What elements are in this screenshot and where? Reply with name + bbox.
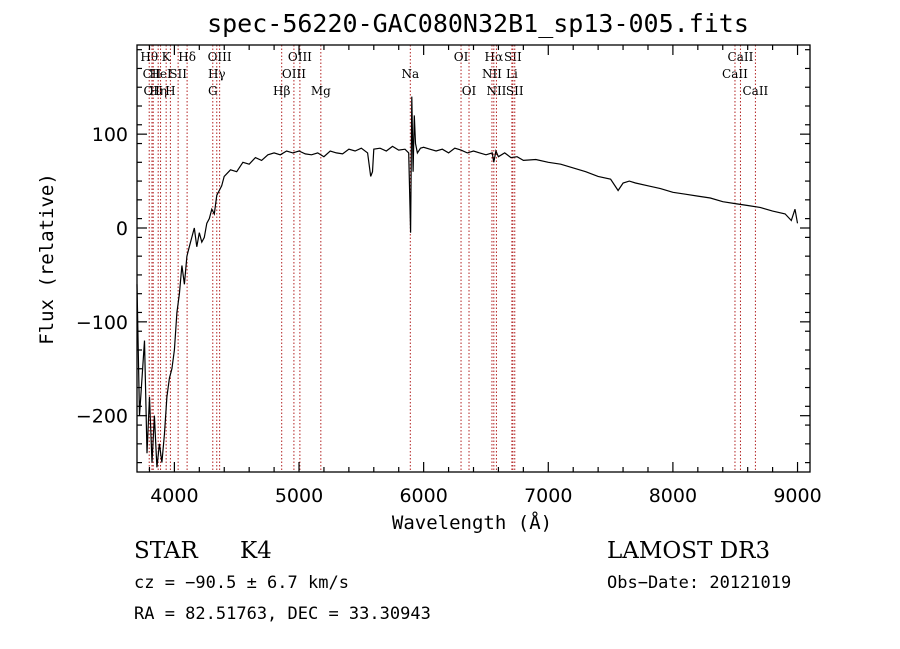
- spectral-line-label: CaII: [728, 50, 754, 64]
- spectral-line-label: OIII: [282, 67, 306, 81]
- spectral-line-label: OI: [462, 84, 477, 98]
- y-tick-label: 100: [92, 124, 128, 146]
- axis-ticks: [137, 45, 810, 472]
- observation-date: Obs−Date: 20121019: [607, 573, 792, 593]
- spectral-line-label: Hθ: [140, 50, 158, 64]
- spectral-subclass: K4: [240, 538, 272, 564]
- x-tick-label: 6000: [399, 485, 447, 507]
- spectral-line-label: CII: [143, 67, 162, 81]
- spectral-line-label: NII: [482, 67, 502, 81]
- y-axis-label: Flux (relative): [36, 173, 58, 345]
- x-tick-label: 9000: [773, 485, 821, 507]
- x-tick-label: 4000: [150, 485, 198, 507]
- spectral-line-label: SII: [504, 50, 522, 64]
- plot-frame: [136, 44, 811, 473]
- spectral-line-label: CaII: [722, 67, 748, 81]
- x-axis-label: Wavelength (Å): [392, 511, 552, 534]
- spectral-line-label: Li: [506, 67, 518, 81]
- x-tick-label: 7000: [524, 485, 572, 507]
- object-type: STAR: [134, 538, 198, 564]
- spectral-line-label: G: [208, 84, 218, 98]
- spectral-line-label: OIII: [208, 50, 232, 64]
- y-tick-label: 0: [116, 218, 128, 240]
- y-tick-label: −200: [76, 406, 128, 428]
- redshift-readout: cz = −90.5 ± 6.7 km/s: [134, 573, 349, 593]
- y-tick-label: −100: [76, 312, 128, 334]
- spectral-line-label: Na: [401, 67, 419, 81]
- spectral-line-label: CaII: [742, 84, 768, 98]
- spectral-line-label: Hβ: [273, 84, 290, 98]
- spectral-line-label: H: [165, 84, 175, 98]
- x-tick-label: 8000: [649, 485, 697, 507]
- x-tick-label: 5000: [275, 485, 323, 507]
- spectral-line-label: Mg: [311, 84, 331, 98]
- spectral-line-label: Hδ: [178, 50, 196, 64]
- chart-title: spec-56220-GAC080N32B1_sp13-005.fits: [207, 9, 749, 38]
- spectral-line-label: K: [162, 50, 172, 64]
- spectral-line-label: NII: [486, 84, 506, 98]
- spectral-line-label: SII: [169, 67, 187, 81]
- spectral-line-label: OI: [454, 50, 469, 64]
- spectral-line-label: OIII: [288, 50, 312, 64]
- spectral-line-label: Hα: [485, 50, 504, 64]
- survey-name: LAMOST DR3: [607, 538, 771, 564]
- spectral-line-label: Hγ: [208, 67, 226, 81]
- spectrum-series-line: [136, 96, 799, 468]
- spectral-line-label: Hη: [149, 84, 167, 98]
- coordinates-readout: RA = 82.51763, DEC = 33.30943: [134, 604, 431, 624]
- axis-tick-labels: 4000 5000 6000 7000 8000 9000 −200 −100 0 100: [76, 124, 822, 507]
- spectral-line-label: SII: [506, 84, 524, 98]
